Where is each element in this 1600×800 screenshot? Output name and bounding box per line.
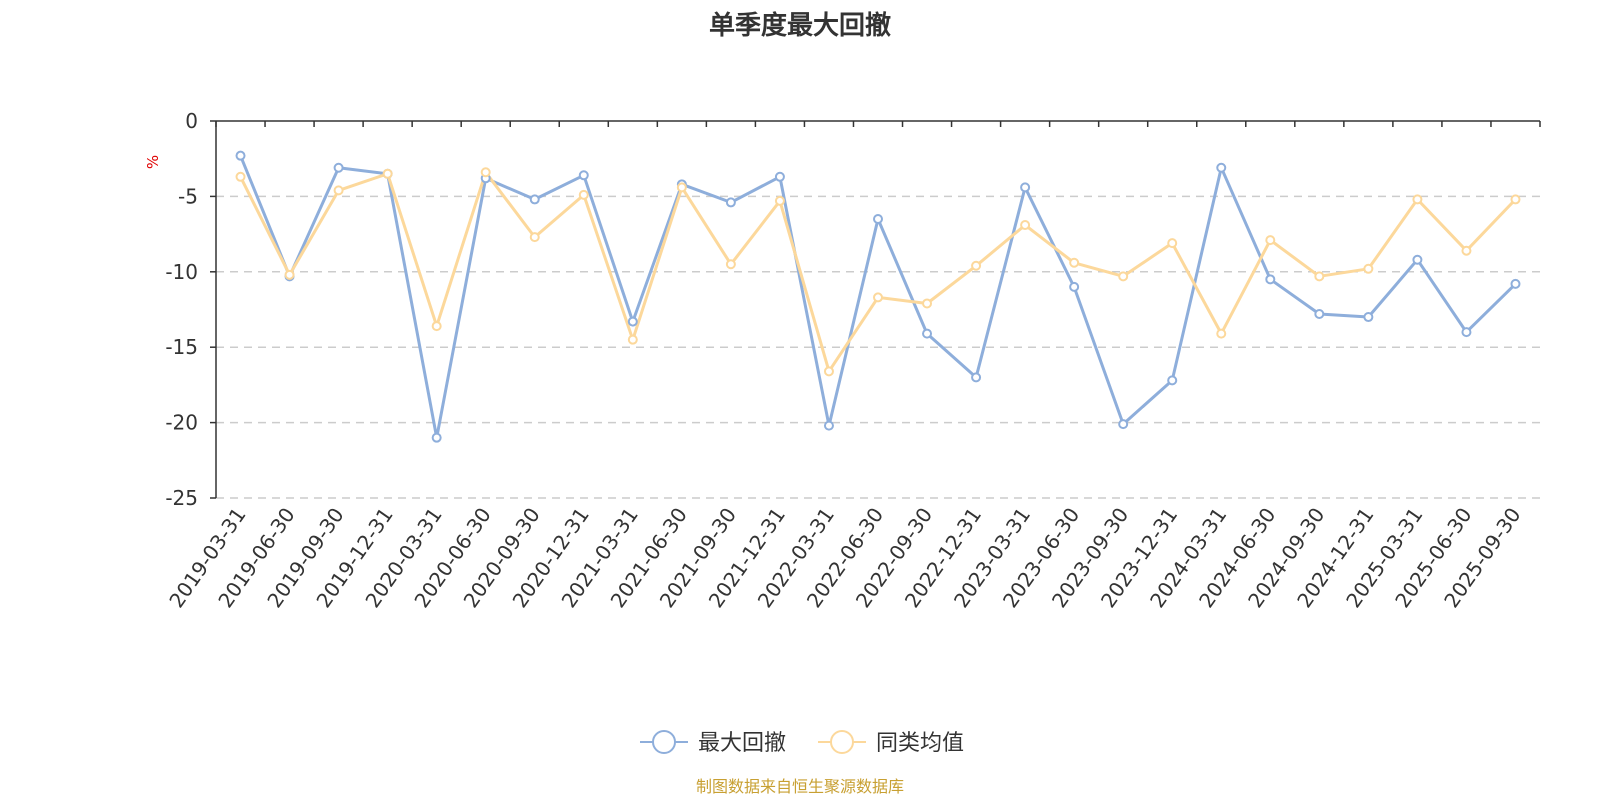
data-point-s0-20[interactable] bbox=[1216, 162, 1227, 173]
data-point-s0-11[interactable] bbox=[774, 171, 785, 182]
series-lines bbox=[235, 150, 1521, 443]
data-point-s0-18[interactable] bbox=[1118, 419, 1129, 430]
data-point-s0-26[interactable] bbox=[1510, 278, 1521, 289]
axes: 0-5-10-15-20-252019-03-312019-06-302019-… bbox=[164, 109, 1541, 612]
data-point-s1-21[interactable] bbox=[1265, 235, 1276, 246]
data-point-s0-13[interactable] bbox=[873, 214, 883, 225]
data-point-s1-8[interactable] bbox=[627, 334, 638, 345]
legend[interactable]: 最大回撤 同类均值 bbox=[640, 730, 964, 756]
data-point-s1-11[interactable] bbox=[774, 195, 785, 206]
data-point-s1-6[interactable] bbox=[529, 232, 540, 243]
legend-item-1[interactable]: 同类均值 bbox=[818, 730, 964, 756]
data-point-s0-19[interactable] bbox=[1167, 375, 1178, 386]
data-point-s1-13[interactable] bbox=[873, 292, 883, 303]
data-point-s1-23[interactable] bbox=[1363, 263, 1374, 274]
data-point-s1-14[interactable] bbox=[922, 298, 933, 309]
data-point-s1-20[interactable] bbox=[1216, 328, 1227, 339]
data-point-s1-16[interactable] bbox=[1020, 220, 1031, 231]
data-point-s1-5[interactable] bbox=[480, 167, 491, 178]
data-point-s0-14[interactable] bbox=[922, 328, 933, 339]
y-tick-label-3: -15 bbox=[165, 335, 198, 359]
data-point-s0-24[interactable] bbox=[1412, 254, 1423, 265]
data-point-s0-22[interactable] bbox=[1314, 309, 1325, 320]
y-tick-label-0: 0 bbox=[185, 109, 198, 133]
data-point-s1-19[interactable] bbox=[1167, 238, 1178, 249]
data-point-s0-2[interactable] bbox=[333, 162, 344, 173]
legend-label-0: 最大回撤 bbox=[698, 731, 786, 756]
data-point-s0-7[interactable] bbox=[578, 170, 589, 181]
data-point-s1-7[interactable] bbox=[578, 189, 589, 200]
y-tick-label-5: -25 bbox=[165, 486, 198, 510]
y-axis-unit-label: % bbox=[144, 155, 162, 169]
y-tick-label-1: -5 bbox=[178, 184, 198, 208]
data-point-s1-24[interactable] bbox=[1412, 194, 1423, 205]
chart-title: 单季度最大回撤 bbox=[709, 10, 891, 41]
data-point-s0-17[interactable] bbox=[1069, 281, 1080, 292]
data-point-s0-25[interactable] bbox=[1461, 327, 1472, 338]
data-point-s0-16[interactable] bbox=[1020, 182, 1031, 193]
data-point-s1-10[interactable] bbox=[725, 259, 736, 270]
data-point-s1-4[interactable] bbox=[431, 321, 442, 332]
data-point-s1-15[interactable] bbox=[971, 260, 982, 271]
data-point-s0-12[interactable] bbox=[823, 420, 834, 431]
legend-marker-1 bbox=[830, 730, 854, 754]
y-tick-label-4: -20 bbox=[165, 411, 198, 435]
y-tick-label-2: -10 bbox=[165, 260, 198, 284]
data-point-s0-10[interactable] bbox=[725, 197, 736, 208]
data-point-s1-22[interactable] bbox=[1314, 271, 1325, 282]
data-point-s1-0[interactable] bbox=[235, 171, 246, 182]
data-point-s1-1[interactable] bbox=[284, 269, 295, 280]
data-point-s1-2[interactable] bbox=[333, 185, 344, 196]
data-point-s0-21[interactable] bbox=[1265, 274, 1276, 285]
legend-item-0[interactable]: 最大回撤 bbox=[640, 730, 786, 756]
data-point-s0-4[interactable] bbox=[431, 432, 442, 443]
data-point-s1-17[interactable] bbox=[1069, 257, 1080, 268]
data-point-s1-25[interactable] bbox=[1461, 245, 1472, 256]
data-point-s1-12[interactable] bbox=[823, 366, 834, 377]
data-point-s0-23[interactable] bbox=[1363, 312, 1374, 323]
data-point-s1-26[interactable] bbox=[1510, 194, 1521, 205]
legend-marker-0 bbox=[652, 730, 676, 754]
data-point-s1-18[interactable] bbox=[1118, 271, 1129, 282]
data-point-s0-15[interactable] bbox=[971, 372, 982, 383]
grid-lines bbox=[216, 195, 1540, 499]
legend-label-1: 同类均值 bbox=[876, 731, 964, 756]
data-point-s1-3[interactable] bbox=[382, 168, 393, 179]
data-point-s0-6[interactable] bbox=[529, 194, 540, 205]
data-point-s1-9[interactable] bbox=[676, 182, 687, 193]
data-source-note: 制图数据来自恒生聚源数据库 bbox=[696, 777, 904, 796]
data-point-s0-8[interactable] bbox=[627, 316, 638, 327]
data-point-s0-0[interactable] bbox=[235, 150, 246, 161]
